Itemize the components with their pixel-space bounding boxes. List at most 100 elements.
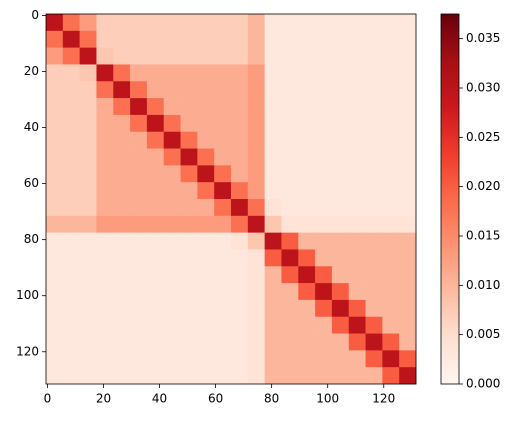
heatmap-cell bbox=[382, 283, 400, 301]
heatmap-cell bbox=[281, 350, 299, 368]
heatmap-cell bbox=[62, 81, 80, 99]
heatmap-cell bbox=[247, 182, 265, 200]
heatmap-cell bbox=[79, 165, 97, 183]
heatmap-cell bbox=[79, 333, 97, 351]
heatmap-cell bbox=[264, 283, 282, 301]
heatmap-cell bbox=[197, 249, 215, 267]
heatmap-cell bbox=[382, 114, 400, 133]
heatmap-cell bbox=[298, 182, 316, 200]
heatmap-cell bbox=[348, 30, 366, 48]
heatmap-cell bbox=[264, 299, 282, 318]
heatmap-cell bbox=[298, 283, 316, 301]
heatmap-cell bbox=[264, 30, 282, 48]
heatmap-cell bbox=[399, 367, 417, 385]
heatmap-cell bbox=[163, 30, 181, 48]
heatmap-cell bbox=[130, 283, 148, 301]
heatmap-cell bbox=[96, 64, 114, 82]
heatmap-cell bbox=[298, 131, 316, 149]
heatmap-cell bbox=[315, 316, 333, 334]
heatmap-cell bbox=[281, 81, 299, 99]
heatmap-cell bbox=[281, 249, 299, 267]
heatmap-cell bbox=[62, 165, 80, 183]
heatmap-cell bbox=[365, 199, 383, 217]
heatmap-cell bbox=[399, 249, 417, 267]
heatmap-cell bbox=[247, 350, 265, 368]
heatmap-cell bbox=[180, 131, 198, 149]
heatmap-cell bbox=[197, 47, 215, 65]
heatmap-cell bbox=[180, 199, 198, 217]
heatmap-cell bbox=[214, 14, 232, 32]
heatmap-cell bbox=[197, 81, 215, 99]
heatmap-cell bbox=[298, 199, 316, 217]
heatmap-cell bbox=[315, 81, 333, 99]
heatmap-cell bbox=[331, 215, 350, 233]
heatmap-cell bbox=[62, 131, 80, 149]
heatmap-cell bbox=[79, 299, 97, 318]
heatmap-cell bbox=[315, 367, 333, 385]
heatmap-cell bbox=[146, 299, 165, 318]
heatmap-cell bbox=[264, 64, 282, 82]
heatmap-cell bbox=[46, 215, 64, 233]
heatmap-cell bbox=[113, 14, 131, 32]
heatmap-cell bbox=[130, 114, 148, 133]
heatmap-cell bbox=[146, 14, 165, 32]
heatmap-cell bbox=[315, 283, 333, 301]
heatmap-cell bbox=[96, 165, 114, 183]
heatmap-cell bbox=[399, 14, 417, 32]
heatmap-cell bbox=[180, 148, 198, 166]
heatmap-cell bbox=[365, 14, 383, 32]
heatmap-cell bbox=[163, 148, 181, 166]
heatmap-cell bbox=[247, 114, 265, 133]
heatmap-cell bbox=[348, 148, 366, 166]
heatmap-cell bbox=[264, 14, 282, 32]
heatmap-cell bbox=[113, 81, 131, 99]
heatmap-cell bbox=[62, 64, 80, 82]
heatmap-cell bbox=[247, 148, 265, 166]
heatmap-cell bbox=[62, 266, 80, 284]
heatmap-cell bbox=[348, 299, 366, 318]
heatmap-cell bbox=[365, 299, 383, 318]
heatmap-cell bbox=[315, 64, 333, 82]
heatmap-cell bbox=[197, 350, 215, 368]
heatmap-cell bbox=[96, 131, 114, 149]
heatmap-cell bbox=[46, 182, 64, 200]
heatmap-cell bbox=[46, 283, 64, 301]
heatmap-cell bbox=[79, 232, 97, 250]
heatmap-cell bbox=[46, 199, 64, 217]
heatmap-cell bbox=[365, 114, 383, 133]
heatmap-cell bbox=[79, 350, 97, 368]
x-tick-label: 0 bbox=[44, 392, 52, 406]
heatmap-cell bbox=[113, 316, 131, 334]
x-tick-label: 120 bbox=[372, 392, 395, 406]
heatmap-cell bbox=[146, 30, 165, 48]
heatmap-cell bbox=[113, 114, 131, 133]
heatmap-cell bbox=[264, 114, 282, 133]
x-tick-label: 40 bbox=[152, 392, 167, 406]
heatmap-cell bbox=[163, 299, 181, 318]
heatmap bbox=[46, 14, 417, 385]
heatmap-cell bbox=[62, 232, 80, 250]
heatmap-cell bbox=[180, 299, 198, 318]
colorbar-tick-label: 0.020 bbox=[466, 179, 500, 193]
heatmap-cell bbox=[214, 30, 232, 48]
heatmap-cell bbox=[348, 131, 366, 149]
heatmap-cell bbox=[79, 367, 97, 385]
heatmap-cell bbox=[46, 232, 64, 250]
heatmap-cell bbox=[197, 333, 215, 351]
heatmap-cell bbox=[197, 14, 215, 32]
heatmap-cell bbox=[146, 283, 165, 301]
heatmap-cell bbox=[231, 182, 249, 200]
heatmap-cell bbox=[163, 81, 181, 99]
heatmap-cell bbox=[62, 350, 80, 368]
heatmap-cell bbox=[113, 47, 131, 65]
heatmap-cell bbox=[231, 81, 249, 99]
heatmap-cell bbox=[214, 283, 232, 301]
heatmap-cell bbox=[146, 114, 165, 133]
heatmap-cell bbox=[62, 114, 80, 133]
heatmap-cell bbox=[197, 165, 215, 183]
heatmap-cell bbox=[247, 98, 265, 116]
heatmap-cell bbox=[96, 14, 114, 32]
heatmap-cell bbox=[79, 215, 97, 233]
heatmap-cell bbox=[197, 367, 215, 385]
heatmap-cell bbox=[298, 249, 316, 267]
